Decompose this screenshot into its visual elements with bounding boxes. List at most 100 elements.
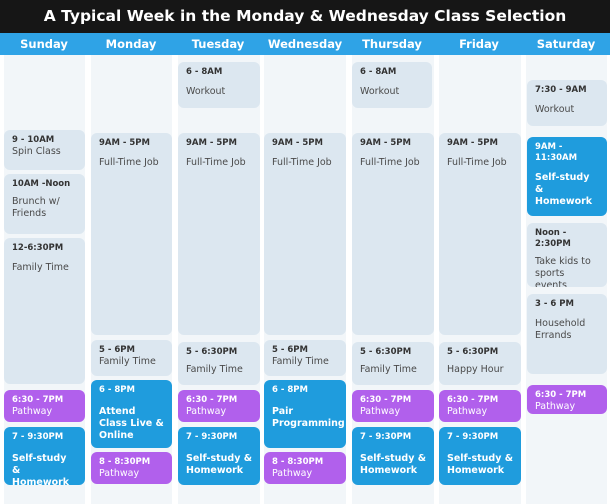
event-card: 5 - 6:30PM Family Time (352, 342, 434, 385)
event-description: Self-study & Homework (186, 453, 252, 476)
event-card: 9AM - 5PM Full-Time Job (178, 133, 260, 335)
event-card: 7:30 - 9AM Workout (527, 80, 607, 126)
event-time: 6:30 - 7PM (535, 390, 587, 400)
event-time: 5 - 6:30PM (447, 347, 499, 357)
event-description: Family Time (99, 356, 156, 367)
event-description: Self-study & Homework (447, 453, 513, 476)
event-time: 6:30 - 7PM (447, 395, 499, 405)
day-header-row: Sunday Monday Tuesday Wednesday Thursday… (0, 33, 610, 55)
event-description: Take kids to sports events (535, 256, 591, 287)
event-card-homework: 7 - 9:30PM Self-study & Homework (352, 427, 434, 485)
page-title: A Typical Week in the Monday & Wednesday… (0, 0, 610, 33)
event-time: 5 - 6PM (99, 345, 135, 355)
event-description: Self-study & Homework (535, 172, 593, 207)
day-header-monday: Monday (105, 37, 157, 51)
event-description: Full-Time Job (186, 157, 246, 168)
event-description: Self-study & Homework (12, 453, 70, 485)
event-time: Noon - 2:30PM (535, 228, 571, 249)
event-time: 6 - 8AM (186, 67, 223, 77)
day-header-wednesday: Wednesday (267, 37, 343, 51)
event-time: 9AM - 5PM (272, 138, 323, 148)
event-card: 9AM - 5PM Full-Time Job (439, 133, 521, 335)
event-description: Full-Time Job (272, 157, 332, 168)
event-time: 7 - 9:30PM (186, 432, 238, 442)
event-card-class: 6 - 8PM Attend Class Live & Online (91, 380, 172, 448)
event-time: 9 - 10AM (12, 135, 55, 145)
event-card-pathway: 6:30 - 7PM Pathway (178, 390, 260, 422)
event-description: Brunch w/ Friends (12, 196, 60, 219)
event-time: 6 - 8PM (272, 385, 308, 395)
event-description: Pair Programming (272, 406, 345, 429)
event-time: 5 - 6:30PM (186, 347, 238, 357)
day-header-friday: Friday (459, 37, 499, 51)
event-card-homework: 7 - 9:30PM Self-study & Homework (4, 427, 85, 485)
event-description: Pathway (447, 406, 488, 417)
event-card-pathway: 8 - 8:30PM Pathway (264, 452, 346, 484)
event-time: 9AM - 5PM (99, 138, 150, 148)
event-card: 10AM -Noon Brunch w/ Friends (4, 174, 85, 234)
event-time: 8 - 8:30PM (99, 457, 151, 467)
event-description: Pathway (272, 468, 313, 479)
event-time: 6:30 - 7PM (186, 395, 238, 405)
event-description: Attend Class Live & Online (99, 406, 164, 441)
event-description: Happy Hour (447, 364, 504, 375)
event-time: 7 - 9:30PM (447, 432, 499, 442)
event-description: Spin Class (12, 146, 61, 157)
event-description: Pathway (360, 406, 401, 417)
event-card: 12-6:30PM Family Time (4, 238, 85, 384)
event-card-class: 6 - 8PM Pair Programming (264, 380, 346, 448)
day-header-saturday: Saturday (536, 37, 596, 51)
event-time: 3 - 6 PM (535, 299, 574, 309)
day-header-sunday: Sunday (20, 37, 68, 51)
event-card-pathway: 6:30 - 7PM Pathway (527, 385, 607, 414)
event-card: 9AM - 5PM Full-Time Job (91, 133, 172, 335)
event-card: 9AM - 5PM Full-Time Job (352, 133, 434, 335)
event-time: 6 - 8AM (360, 67, 397, 77)
event-time: 9AM - 5PM (447, 138, 498, 148)
event-time: 7:30 - 9AM (535, 85, 587, 95)
event-time: 8 - 8:30PM (272, 457, 324, 467)
event-description: Full-Time Job (99, 157, 159, 168)
event-card: 9AM - 5PM Full-Time Job (264, 133, 346, 335)
event-card: 5 - 6PM Family Time (264, 340, 346, 376)
event-description: Workout (360, 86, 400, 97)
event-card-pathway: 6:30 - 7PM Pathway (352, 390, 434, 422)
event-card-pathway: 6:30 - 7PM Pathway (439, 390, 521, 422)
event-time: 9AM - 11:30AM (535, 142, 578, 163)
event-card: 5 - 6:30PM Family Time (178, 342, 260, 385)
event-description: Pathway (535, 401, 576, 412)
event-time: 12-6:30PM (12, 243, 64, 253)
event-card-homework: 7 - 9:30PM Self-study & Homework (178, 427, 260, 485)
event-description: Family Time (12, 262, 69, 273)
event-time: 9AM - 5PM (186, 138, 237, 148)
event-card-homework: 7 - 9:30PM Self-study & Homework (439, 427, 521, 485)
event-card-pathway: 8 - 8:30PM Pathway (91, 452, 172, 484)
event-description: Family Time (186, 364, 243, 375)
event-description: Family Time (360, 364, 417, 375)
event-time: 6 - 8PM (99, 385, 135, 395)
event-description: Self-study & Homework (360, 453, 426, 476)
event-card: 6 - 8AM Workout (178, 62, 260, 108)
event-description: Full-Time Job (447, 157, 507, 168)
event-time: 9AM - 5PM (360, 138, 411, 148)
event-time: 10AM -Noon (12, 179, 71, 189)
event-description: Pathway (12, 406, 53, 417)
event-card: Noon - 2:30PM Take kids to sports events (527, 223, 607, 287)
event-time: 6:30 - 7PM (360, 395, 412, 405)
event-time: 7 - 9:30PM (12, 432, 64, 442)
event-description: Workout (535, 104, 575, 115)
event-description: Full-Time Job (360, 157, 420, 168)
event-card: 5 - 6PM Family Time (91, 340, 172, 376)
event-time: 6:30 - 7PM (12, 395, 64, 405)
event-description: Household Errands (535, 318, 586, 341)
day-header-tuesday: Tuesday (191, 37, 245, 51)
event-time: 5 - 6:30PM (360, 347, 412, 357)
event-description: Family Time (272, 356, 329, 367)
event-card-homework: 9AM - 11:30AM Self-study & Homework (527, 137, 607, 216)
event-card: 3 - 6 PM Household Errands (527, 294, 607, 374)
event-card: 6 - 8AM Workout (352, 62, 432, 108)
event-card-pathway: 6:30 - 7PM Pathway (4, 390, 85, 422)
day-header-thursday: Thursday (362, 37, 422, 51)
event-description: Pathway (186, 406, 227, 417)
event-card: 5 - 6:30PM Happy Hour (439, 342, 521, 385)
